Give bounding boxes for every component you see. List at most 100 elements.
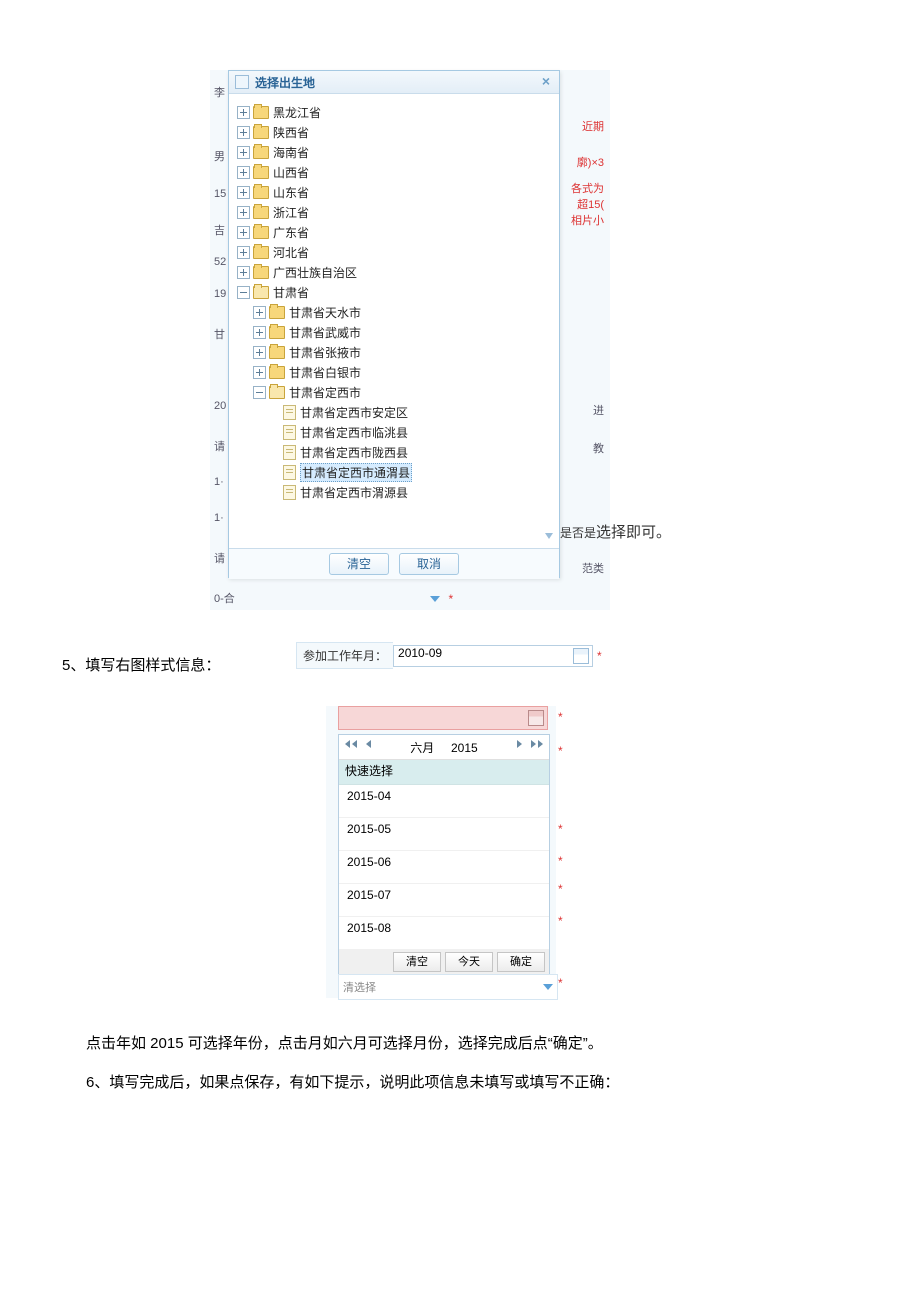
file-icon (283, 405, 296, 420)
bg-label: 进 (593, 402, 604, 418)
bg-label: 男 (214, 148, 225, 164)
tree-node-county[interactable]: 甘肃省定西市临洮县 (269, 422, 555, 442)
dp-month[interactable]: 六月 (410, 741, 434, 755)
bg-label: 0-合 (214, 590, 235, 606)
birthplace-dialog: 选择出生地 × 黑龙江省 陕西省 海南省 山西省 山东省 浙江省 广东省 河北省… (228, 70, 560, 578)
dp-below-select[interactable]: 清选择 (338, 974, 558, 1000)
bg-label: 19 (214, 288, 226, 300)
calendar-icon[interactable] (573, 648, 589, 664)
dp-option[interactable]: 2015-06 (339, 851, 549, 884)
bg-red-note: 超15( (577, 196, 604, 212)
prev-month-icon (366, 740, 371, 748)
dp-month-year[interactable]: 六月 2015 (410, 739, 477, 756)
paragraph-save-hint: 6、填写完成后，如果点保存，有如下提示，说明此项信息未填写或填写不正确： (86, 1069, 834, 1096)
tree-node-province[interactable]: 浙江省 (237, 202, 555, 222)
dp-clear-button[interactable]: 清空 (393, 952, 441, 972)
tree-node-county[interactable]: 甘肃省定西市渭源县 (269, 482, 555, 502)
tree-node-dingxi[interactable]: 甘肃省定西市 (253, 382, 555, 402)
chevron-down-icon (543, 984, 553, 990)
workdate-field-wrap: 参加工作年月： 2010-09 * (296, 642, 602, 669)
tree-node-city[interactable]: 甘肃省天水市 (253, 302, 555, 322)
workdate-input[interactable]: 2010-09 (393, 645, 593, 667)
bg-label: 请 (214, 550, 225, 566)
required-star: * (448, 592, 453, 606)
bg-red-note: 相片小 (571, 212, 604, 228)
dp-option[interactable]: 2015-04 (339, 785, 549, 818)
date-picker-panel: 六月 2015 快速选择 2015-04 2015-05 2015-06 201… (338, 734, 550, 979)
required-star: * (558, 822, 563, 836)
tree-node-province[interactable]: 海南省 (237, 142, 555, 162)
bg-red-note: 近期 (582, 118, 604, 134)
tree-node-province[interactable]: 黑龙江省 (237, 102, 555, 122)
dp-header: 六月 2015 (339, 735, 549, 760)
bg-red-note: 廓)×3 (577, 154, 604, 170)
dp-next-nav[interactable] (517, 740, 543, 754)
shot3-datepicker-region: * * * * * * * 六月 2015 (326, 706, 920, 1006)
required-star: * (558, 710, 563, 724)
region-tree[interactable]: 黑龙江省 陕西省 海南省 山西省 山东省 浙江省 广东省 河北省 广西壮族自治区… (229, 94, 559, 548)
clear-button[interactable]: 清空 (329, 553, 389, 575)
bg-label: 李 (214, 84, 225, 100)
tree-node-county[interactable]: 甘肃省定西市安定区 (269, 402, 555, 422)
dp-quick-label: 快速选择 (339, 760, 549, 785)
bg-label: 范类 (582, 560, 604, 576)
tree-node-city[interactable]: 甘肃省白银市 (253, 362, 555, 382)
trail-text: 是否是选择即可。 (560, 521, 671, 542)
dp-option[interactable]: 2015-07 (339, 884, 549, 917)
tree-node-province[interactable]: 山西省 (237, 162, 555, 182)
workdate-label: 参加工作年月： (296, 642, 393, 669)
bg-label: 52 (214, 256, 226, 268)
date-invalid-field[interactable] (338, 706, 548, 730)
tree-node-city[interactable]: 甘肃省武威市 (253, 322, 555, 342)
window-icon (235, 75, 249, 89)
workdate-value: 2010-09 (398, 646, 442, 660)
scroll-down-icon[interactable] (543, 530, 555, 542)
calendar-icon[interactable] (528, 710, 544, 726)
file-icon (283, 425, 296, 440)
next-month-icon (517, 740, 522, 748)
dp-today-button[interactable]: 今天 (445, 952, 493, 972)
tree-node-gansu[interactable]: 甘肃省 (237, 282, 555, 302)
dp-ok-button[interactable]: 确定 (497, 952, 545, 972)
prev-year-icon (345, 740, 350, 748)
tree-node-city[interactable]: 甘肃省张掖市 (253, 342, 555, 362)
bg-dropdown-indicator: * (430, 590, 453, 608)
dp-option[interactable]: 2015-08 (339, 917, 549, 950)
dp-below-placeholder: 清选择 (343, 979, 376, 995)
bg-label: 15 (214, 188, 226, 200)
file-icon (283, 445, 296, 460)
next-year-icon2 (538, 740, 543, 748)
required-star: * (558, 882, 563, 896)
chevron-down-icon (430, 596, 440, 602)
file-icon (283, 465, 296, 480)
bg-label: 甘 (214, 326, 225, 342)
bg-label: 20 (214, 400, 226, 412)
tree-node-province[interactable]: 广东省 (237, 222, 555, 242)
tree-node-county[interactable]: 甘肃省定西市陇西县 (269, 442, 555, 462)
dp-option[interactable]: 2015-05 (339, 818, 549, 851)
section-workdate: 参加工作年月： 2010-09 * 5、填写右图样式信息： (0, 642, 920, 686)
tree-node-province[interactable]: 陕西省 (237, 122, 555, 142)
paragraph-year-hint: 点击年如 2015 可选择年份，点击月如六月可选择月份，选择完成后点“确定”。 (86, 1030, 834, 1057)
bg-red-note: 各式为 (571, 180, 604, 196)
step5-text: 5、填写右图样式信息： (62, 654, 220, 675)
dp-year[interactable]: 2015 (451, 741, 478, 755)
cancel-button[interactable]: 取消 (399, 553, 459, 575)
dp-prev-nav[interactable] (345, 740, 371, 754)
dialog-title: 选择出生地 (255, 74, 315, 91)
tree-node-province[interactable]: 广西壮族自治区 (237, 262, 555, 282)
next-year-icon (531, 740, 536, 748)
bg-label: 吉 (214, 222, 225, 238)
tree-node-province[interactable]: 河北省 (237, 242, 555, 262)
dialog-footer: 清空 取消 (229, 548, 559, 579)
required-star: * (558, 744, 563, 758)
required-star: * (558, 976, 563, 990)
bg-label: 1· (214, 476, 224, 488)
required-star: * (558, 854, 563, 868)
tree-node-province[interactable]: 山东省 (237, 182, 555, 202)
close-icon[interactable]: × (539, 74, 553, 88)
file-icon (283, 485, 296, 500)
prev-year-icon2 (352, 740, 357, 748)
required-star: * (558, 914, 563, 928)
tree-node-county-selected[interactable]: 甘肃省定西市通渭县 (269, 462, 555, 482)
